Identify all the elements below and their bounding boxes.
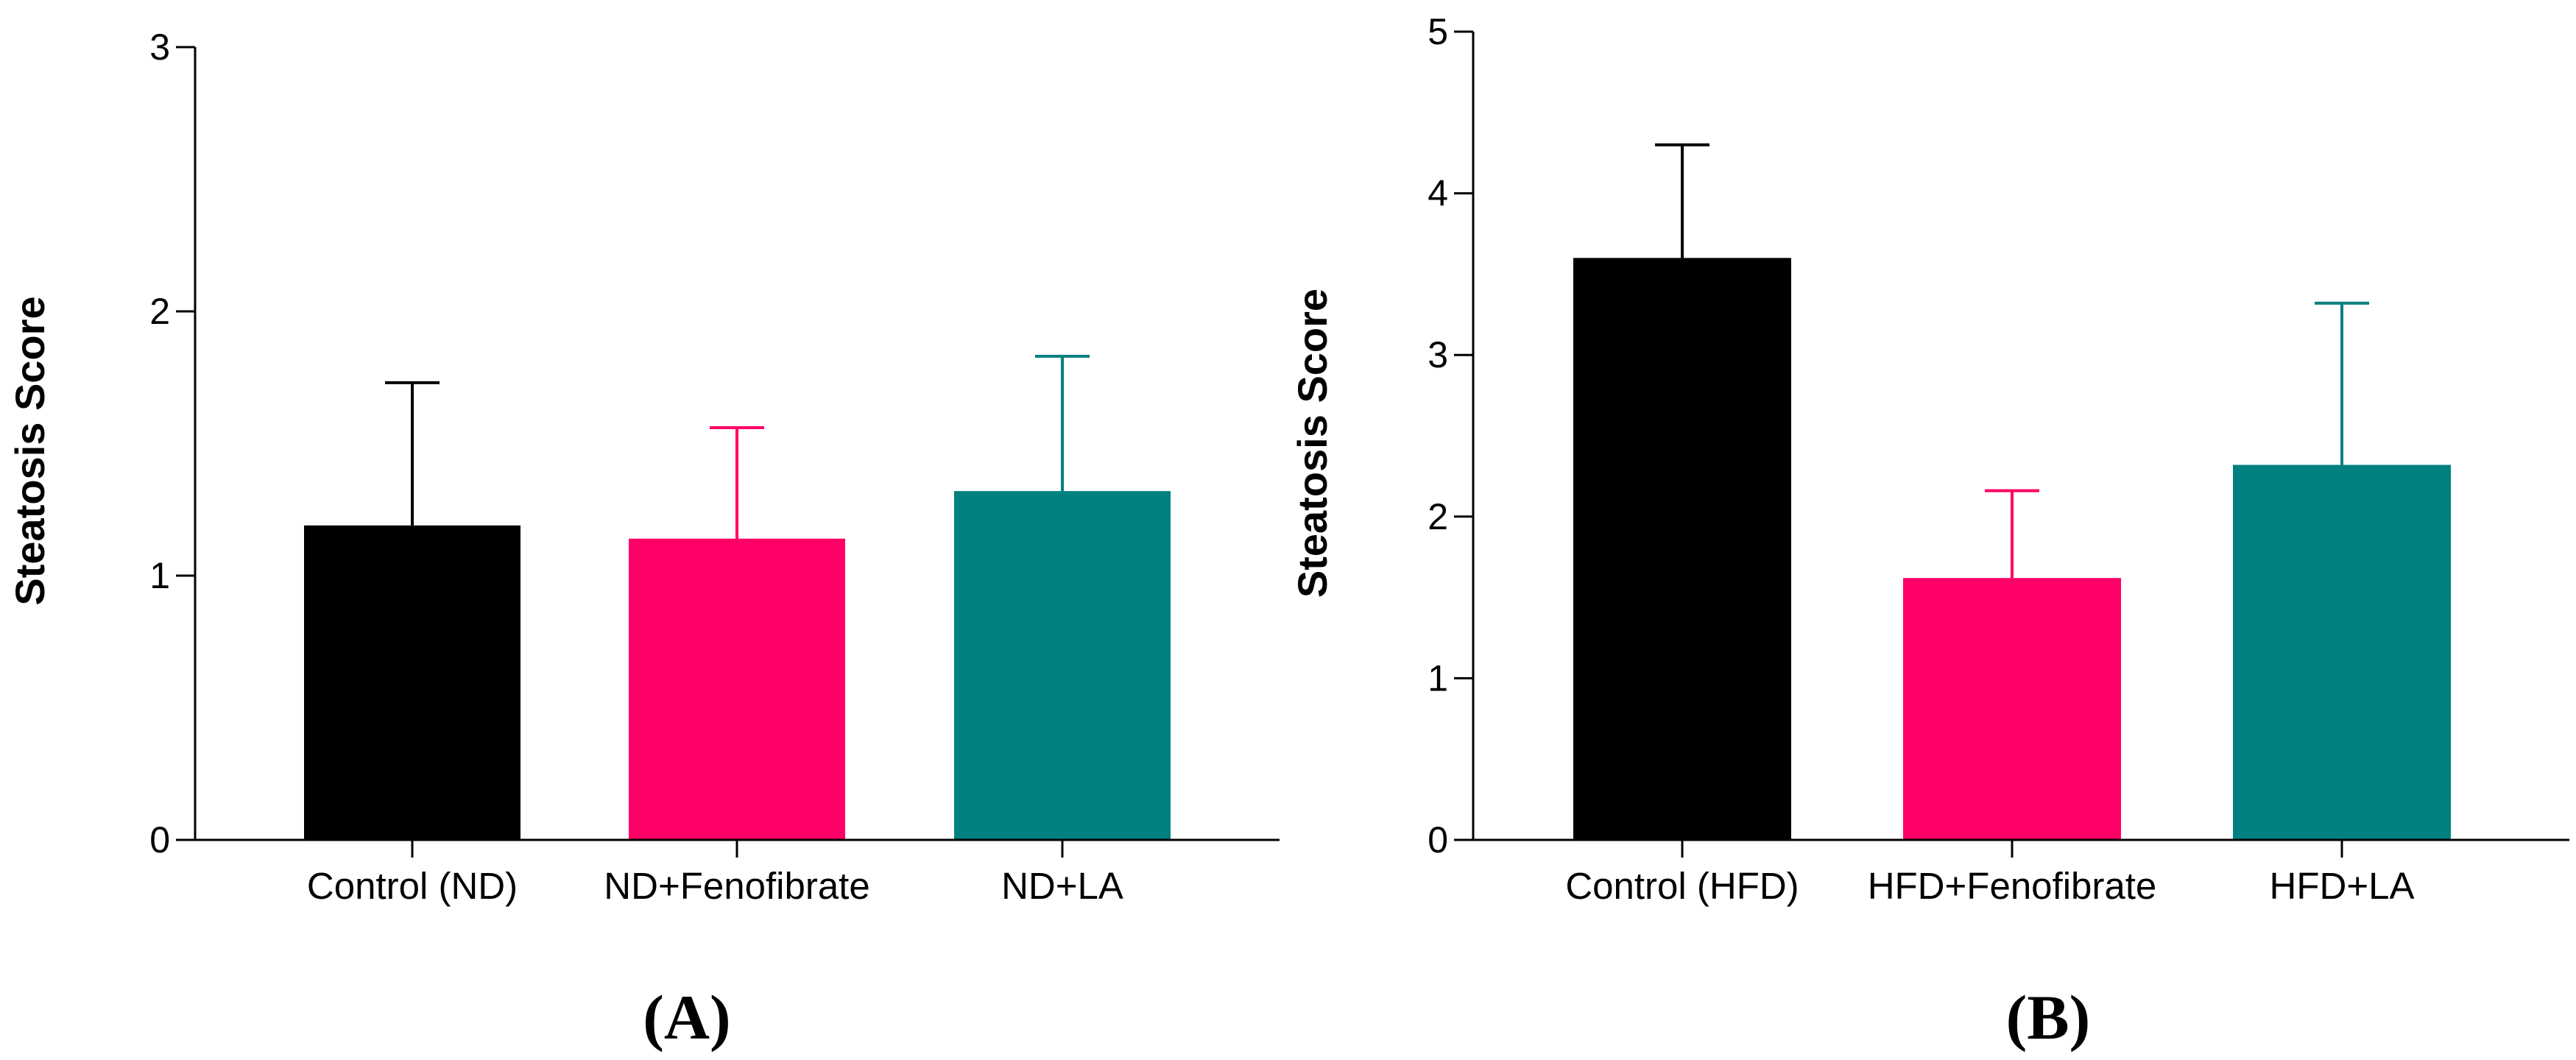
bar-1	[304, 525, 521, 840]
y-tick-label: 4	[1428, 173, 1448, 214]
panel-label: (A)	[643, 982, 730, 1053]
bar-2	[1903, 578, 2121, 840]
bar-3	[2233, 464, 2451, 840]
y-tick-label: 2	[1428, 496, 1448, 537]
y-tick-label: 0	[1428, 819, 1448, 861]
panel-a-chart: 0 1 2 3 Control (ND) ND+Fenofibrate ND+LA Steat…	[7, 26, 1280, 1053]
panel-b-chart: 0 1 2 3 4 5 Control (HFD) HFD+Fenofibrate HFD+LA…	[1289, 11, 2569, 1053]
bar-2	[629, 538, 845, 840]
y-tick-label: 5	[1428, 11, 1448, 52]
x-category-label: ND+Fenofibrate	[604, 865, 869, 907]
x-category-label: HFD+LA	[2270, 865, 2415, 907]
x-category-label: Control (HFD)	[1565, 865, 1799, 907]
y-tick-label: 3	[1428, 334, 1448, 375]
y-tick-label: 1	[149, 555, 170, 596]
bar-1	[1573, 258, 1791, 840]
y-axis-title: Steatosis Score	[1289, 289, 1335, 598]
y-tick-label: 2	[149, 291, 170, 332]
y-tick-label: 1	[1428, 657, 1448, 699]
y-tick-label: 3	[149, 26, 170, 68]
bar-3	[954, 491, 1171, 840]
panel-label: (B)	[2006, 982, 2091, 1053]
y-axis-title: Steatosis Score	[7, 296, 53, 605]
x-category-label: ND+LA	[1001, 865, 1123, 907]
x-category-label: Control (ND)	[307, 865, 518, 907]
y-tick-label: 0	[149, 819, 170, 861]
x-category-label: HFD+Fenofibrate	[1868, 865, 2157, 907]
